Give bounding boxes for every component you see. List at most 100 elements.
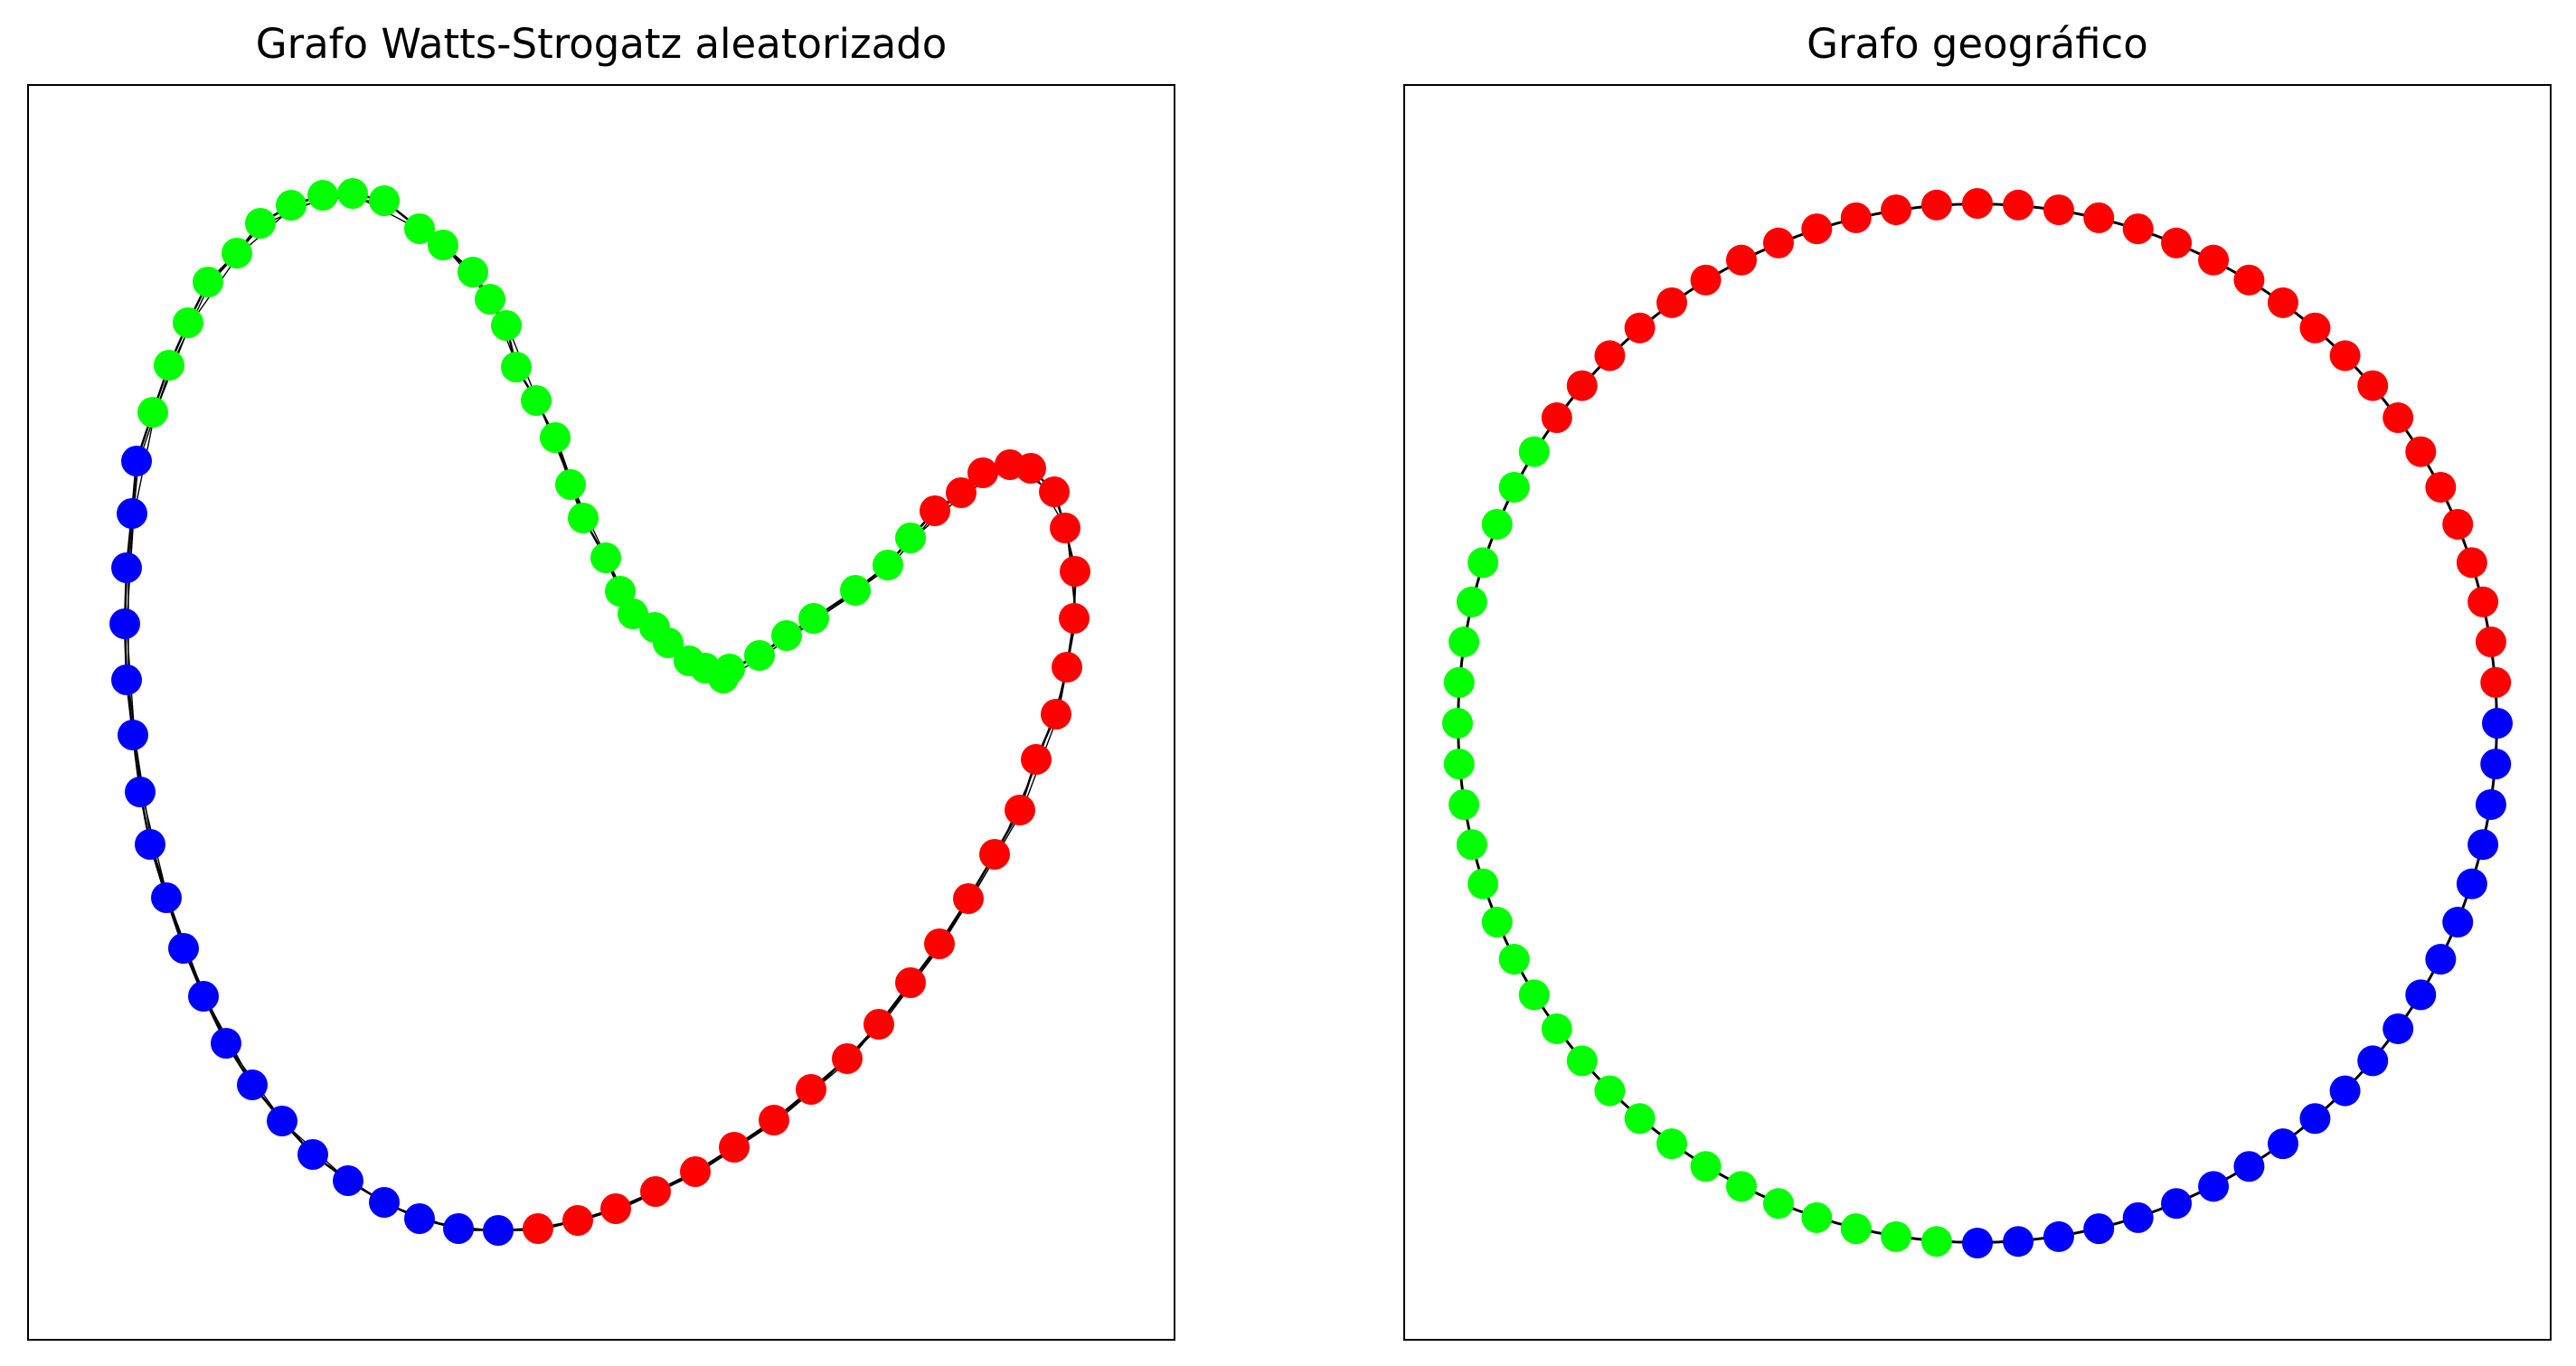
graph-node (1725, 244, 1757, 276)
graph-node (979, 839, 1010, 870)
graph-node (540, 422, 571, 453)
graph-node (2198, 244, 2230, 276)
graph-node (2233, 1151, 2265, 1182)
graph-node (483, 1215, 514, 1246)
graph-node (568, 503, 599, 533)
graph-node (1005, 795, 1035, 825)
graph-node (2357, 1045, 2389, 1077)
graph-node (798, 603, 829, 634)
graph-node (2003, 1226, 2034, 1258)
graph-node (458, 257, 488, 287)
graph-node (771, 620, 802, 651)
graph-node (137, 397, 168, 428)
graph-node (2161, 1188, 2193, 1220)
graph-node (953, 883, 984, 914)
graph-node (428, 230, 458, 260)
graph-node (873, 550, 903, 580)
graph-node (1656, 287, 1688, 318)
graph-node (2475, 788, 2506, 820)
graph-node (895, 523, 926, 553)
graph-node (1840, 202, 1872, 233)
graph-node (2198, 1171, 2230, 1202)
graph-node (1481, 508, 1513, 540)
graph-node (237, 1069, 268, 1100)
graph-node (1041, 699, 1071, 730)
graph-node (640, 1176, 671, 1207)
graph-node (2383, 402, 2414, 434)
graph-node (1541, 402, 1572, 434)
graph-node (1059, 603, 1090, 634)
graph-node (404, 213, 435, 244)
graph-node (118, 720, 148, 750)
graph-node (2482, 708, 2513, 739)
graph-node (222, 238, 252, 268)
graph-node (521, 385, 552, 416)
graph-node (1443, 749, 1475, 780)
graph-node (337, 178, 368, 209)
graph-node (333, 1165, 363, 1196)
graph-node (2043, 1220, 2074, 1252)
graph-node (1021, 744, 1052, 775)
graph-node (1481, 907, 1513, 938)
left-graph-nodes (109, 178, 1090, 1246)
graph-node (1690, 1151, 1722, 1182)
graph-node (863, 1009, 894, 1040)
graph-node (1962, 1228, 1993, 1258)
graph-node (1456, 586, 1487, 617)
graph-node (759, 1105, 789, 1135)
graph-node (211, 1028, 241, 1059)
graph-node (2467, 829, 2499, 861)
graph-node (193, 267, 223, 297)
graph-node (1920, 189, 1952, 221)
graph-node (523, 1213, 553, 1244)
graph-node (2405, 436, 2437, 467)
graph-node (297, 1139, 328, 1170)
graph-node (2480, 749, 2512, 780)
left-graph-frame (27, 84, 1175, 1341)
graph-node (1801, 213, 1833, 245)
graph-node (1498, 944, 1530, 975)
graph-node (1920, 1226, 1952, 1258)
graph-node (1624, 1103, 1656, 1135)
graph-node (2475, 626, 2506, 658)
graph-node (1541, 1013, 1572, 1044)
graph-node (680, 1156, 711, 1187)
graph-node (2442, 907, 2474, 938)
graph-node (369, 185, 400, 216)
graph-node (2003, 189, 2034, 221)
graph-node (2456, 547, 2487, 579)
graph-node (2383, 1013, 2414, 1044)
graph-node (276, 190, 307, 221)
left-graph-edges (123, 192, 1078, 1233)
graph-node (109, 608, 140, 639)
graph-node (1690, 264, 1722, 296)
graph-node (714, 654, 745, 684)
right-graph-frame (1403, 84, 2552, 1341)
graph-node (840, 575, 871, 606)
graph-node (1594, 1075, 1626, 1107)
graph-node (2299, 312, 2331, 344)
graph-node (1725, 1171, 1757, 1202)
graph-node (2467, 586, 2499, 617)
graph-node (744, 640, 775, 671)
graph-node (2299, 1103, 2331, 1135)
graph-node (2267, 287, 2298, 318)
graph-node (1518, 436, 1550, 467)
right-panel-title: Grafo geográfico (1807, 20, 2148, 68)
graph-node (1039, 476, 1070, 507)
graph-node (674, 645, 704, 676)
graph-node (443, 1213, 474, 1244)
graph-node (920, 495, 950, 526)
graph-node (173, 307, 203, 338)
graph-node (995, 449, 1025, 480)
graph-node (2122, 1201, 2154, 1233)
graph-node (2329, 340, 2361, 372)
graph-node (946, 477, 977, 508)
graph-node (1624, 312, 1656, 344)
graph-node (1060, 556, 1090, 587)
graph-node (1467, 547, 1499, 579)
graph-node (2357, 370, 2389, 401)
graph-node (307, 180, 338, 211)
graph-node (2456, 868, 2487, 900)
